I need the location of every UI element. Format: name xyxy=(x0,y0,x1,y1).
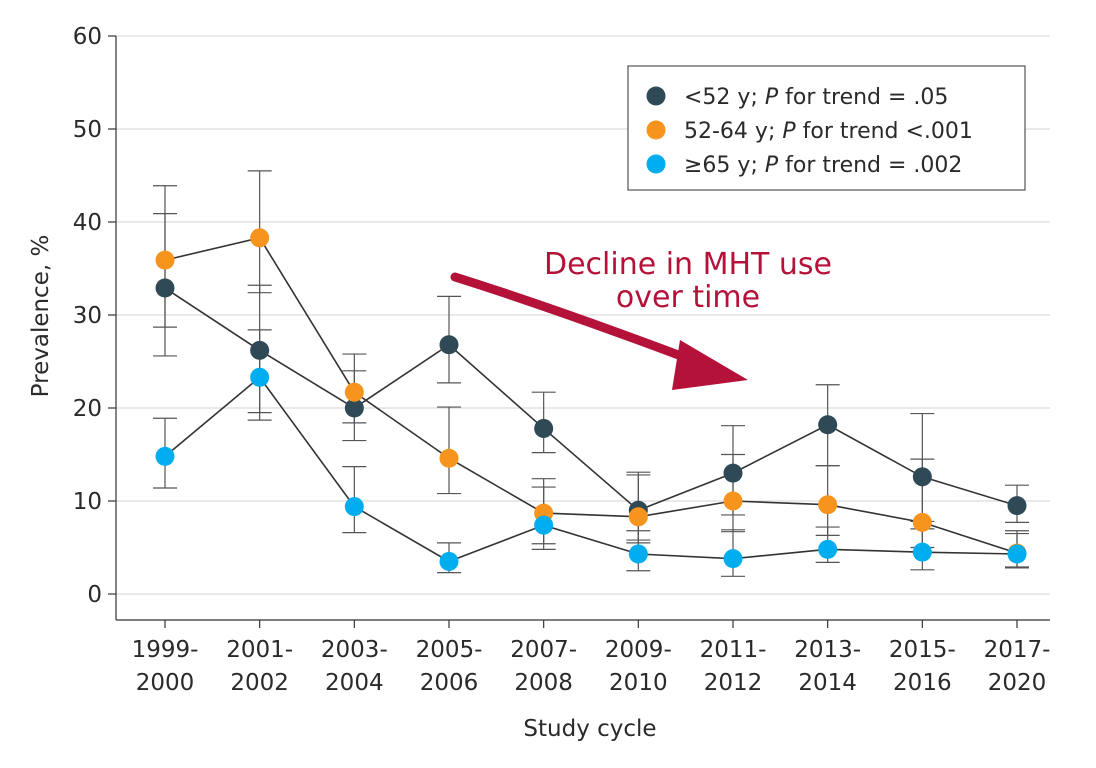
data-point xyxy=(628,507,648,527)
data-point xyxy=(1007,544,1027,564)
data-point xyxy=(344,497,364,517)
data-point xyxy=(534,515,554,535)
x-tick-label: 2013- xyxy=(794,637,861,663)
legend-marker xyxy=(646,86,666,106)
y-tick-label: 20 xyxy=(73,396,102,422)
x-tick-label: 2008 xyxy=(514,670,573,696)
data-point xyxy=(723,463,743,483)
data-point xyxy=(912,512,932,532)
x-axis-label: Study cycle xyxy=(523,716,656,742)
annotation: Decline in MHT use over time xyxy=(450,247,832,390)
x-tick-label: 2010 xyxy=(609,670,668,696)
x-tick-label: 2000 xyxy=(136,670,195,696)
data-point xyxy=(439,448,459,468)
data-point xyxy=(344,382,364,402)
data-point xyxy=(250,228,270,248)
legend: <52 y; P for trend = .05 52-64 y; P for t… xyxy=(627,65,1026,191)
y-tick-label: 10 xyxy=(73,489,102,515)
y-tick-label: 40 xyxy=(73,210,102,236)
axes: 0 10 20 30 40 50 60 1999- 2000 2001- 2002 2003- 2004… xyxy=(73,24,1051,696)
data-point xyxy=(818,415,838,435)
data-point xyxy=(155,446,175,466)
data-point xyxy=(439,335,459,355)
x-tick-label: 2012 xyxy=(704,670,763,696)
y-tick-label: 50 xyxy=(73,117,102,143)
data-point xyxy=(250,367,270,387)
x-tick-label: 2006 xyxy=(420,670,479,696)
x-tick-label: 2003- xyxy=(321,637,388,663)
data-point xyxy=(155,250,175,270)
x-tick-label: 2002 xyxy=(230,670,289,696)
x-tick-label: 2017- xyxy=(984,637,1051,663)
x-tick-label: 2016 xyxy=(893,670,952,696)
data-point xyxy=(818,539,838,559)
data-point xyxy=(344,398,364,418)
data-point xyxy=(534,418,554,438)
data-point xyxy=(628,544,648,564)
data-point xyxy=(250,340,270,360)
x-tick-label: 2009- xyxy=(605,637,672,663)
x-tick-label: 2007- xyxy=(510,637,577,663)
data-point xyxy=(723,491,743,511)
y-axis-label: Prevalence, % xyxy=(28,235,54,398)
data-point xyxy=(912,467,932,487)
data-point xyxy=(723,549,743,569)
annotation-line-2: over time xyxy=(616,280,760,315)
x-tick-label: 1999- xyxy=(132,637,199,663)
y-tick-label: 60 xyxy=(73,24,102,50)
series-line xyxy=(164,287,1018,512)
data-point xyxy=(818,495,838,515)
series-line xyxy=(164,376,1018,563)
annotation-arrow xyxy=(450,272,710,370)
x-tick-label: 2020 xyxy=(988,670,1047,696)
x-tick-label: 2015- xyxy=(889,637,956,663)
series-marks xyxy=(153,170,1029,577)
gridlines xyxy=(116,35,1050,595)
annotation-arrowhead xyxy=(672,340,748,390)
x-tick-label: 2005- xyxy=(416,637,483,663)
data-point xyxy=(1007,496,1027,516)
x-tick-label: 2011- xyxy=(700,637,767,663)
x-tick-label: 2001- xyxy=(226,637,293,663)
legend-entry: 52-64 y; P for trend <.001 xyxy=(684,119,973,144)
y-tick-label: 30 xyxy=(73,303,102,329)
y-tick-label: 0 xyxy=(87,582,102,608)
data-point xyxy=(912,542,932,562)
x-tick-label: 2014 xyxy=(798,670,857,696)
data-point xyxy=(439,551,459,571)
legend-entry: ≥65 y; P for trend = .002 xyxy=(684,153,962,178)
annotation-line-1: Decline in MHT use xyxy=(544,247,832,282)
legend-marker xyxy=(646,154,666,174)
x-tick-label: 2004 xyxy=(325,670,384,696)
legend-entry: <52 y; P for trend = .05 xyxy=(684,85,948,110)
legend-marker xyxy=(646,120,666,140)
series-line xyxy=(164,236,1018,554)
data-point xyxy=(155,278,175,298)
